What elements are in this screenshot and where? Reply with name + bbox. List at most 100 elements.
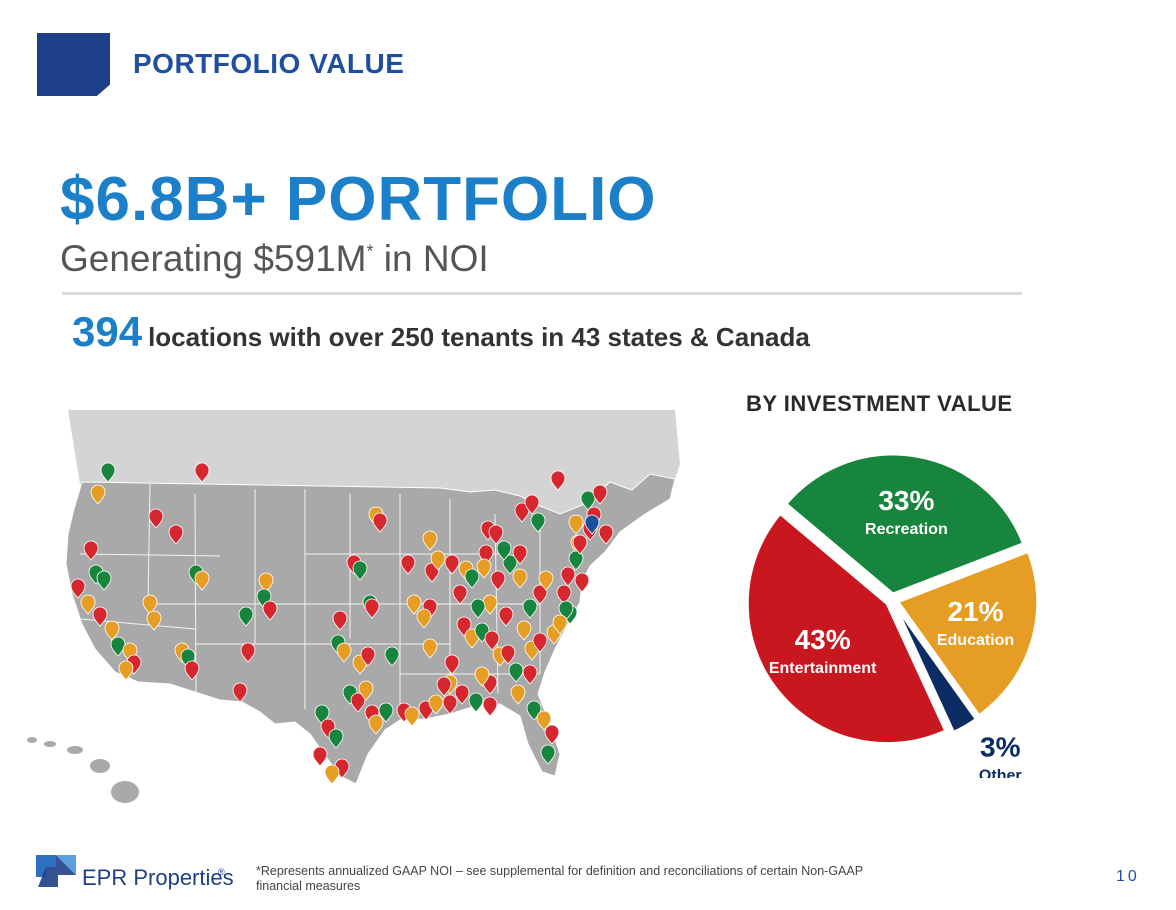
map-pin [568,514,584,535]
map-pin [194,570,210,591]
map-pin [496,540,512,561]
map-pin [524,494,540,515]
map-pin [530,512,546,533]
map-pin [100,462,116,483]
map-svg [27,410,680,803]
map-pin [384,646,400,667]
map-pin [328,728,344,749]
pie-value-label: 21% [947,596,1003,627]
map-pin [350,692,366,713]
map-pin [360,646,376,667]
pie-category-label: Other [979,768,1022,778]
map-pin [454,684,470,705]
map-pin [184,660,200,681]
map-pin [474,666,490,687]
map-pin [148,508,164,529]
map-pin [444,654,460,675]
map-pin [452,584,468,605]
map-pin [442,694,458,715]
map-pin [430,550,446,571]
map-pin [502,554,518,575]
map-pin [400,554,416,575]
map-pin [568,550,584,571]
map-pin [464,568,480,589]
section-title: PORTFOLIO VALUE [133,48,405,79]
location-pins [70,462,614,785]
map-pin [368,714,384,735]
map-pin [598,524,614,545]
map-pin [422,530,438,551]
noi-subheadline-text: Generating $591M [60,238,367,279]
map-pin [584,514,600,535]
map-pin [406,594,422,615]
map-pin [444,554,460,575]
map-pin [544,724,560,745]
map-pin [194,462,210,483]
map-pin [500,644,516,665]
map-pin [378,702,394,723]
map-pin [522,598,538,619]
map-pin [488,524,504,545]
map-pin [538,570,554,591]
page-number: 10 [1116,868,1140,885]
map-pin [312,746,328,767]
investment-pie-chart: 33% Recreation 21% Education 3% Other 43% Enter… [740,448,1160,785]
map-pin [532,584,548,605]
map-pin [512,544,528,565]
locations-count: 394 [72,308,143,355]
map-pin [332,610,348,631]
map-pin [574,572,590,593]
logo-registered-mark: ® [218,867,225,877]
map-pin [142,594,158,615]
pie-slice-other [893,604,979,735]
portfolio-headline: $6.8B+ PORTFOLIO [60,165,657,234]
pie-slice-entertainment [745,511,948,746]
map-pin [592,484,608,505]
map-pin [428,694,444,715]
map-pin [422,638,438,659]
map-pin [516,620,532,641]
map-pin [324,764,340,785]
canada-landmass [68,410,680,514]
hawaii-islands [27,737,139,803]
map-pin [168,524,184,545]
map-pin [416,608,432,629]
map-pin [572,534,588,555]
map-pin [336,642,352,663]
pie-svg: 33% Recreation 21% Education 3% Other 43% Enter… [745,452,1040,785]
map-pin [484,630,500,651]
epr-logo: EPR Properties ® [36,853,256,893]
map-pin [476,558,492,579]
noi-subheadline: Generating $591M* in NOI [60,238,489,280]
pie-category-label: Education [937,632,1014,649]
map-pin [552,614,568,635]
header-accent-block [37,33,110,96]
map-pin [540,744,556,765]
pie-slice-education [895,549,1040,718]
map-pin [232,682,248,703]
map-pin [238,606,254,627]
map-pin [482,696,498,717]
map-pin [258,572,274,593]
pie-value-label: 43% [795,624,851,655]
map-pin [90,484,106,505]
map-pin [508,662,524,683]
map-pin [104,620,120,641]
pie-slice-recreation [783,452,1026,596]
map-pin [550,470,566,491]
map-pin [83,540,99,561]
map-pin [372,512,388,533]
noi-subheadline-suffix: in NOI [373,238,489,279]
map-pin [580,490,596,511]
map-pin [514,502,530,523]
map-pin [512,568,528,589]
map-pin [358,680,374,701]
pie-category-label: Recreation [865,521,948,538]
map-pin [364,598,380,619]
pie-value-label: 3% [980,732,1021,763]
map-pin [146,610,162,631]
map-pin [352,560,368,581]
pie-chart-title: BY INVESTMENT VALUE [746,391,1013,416]
map-pin [70,578,86,599]
map-pin [262,600,278,621]
